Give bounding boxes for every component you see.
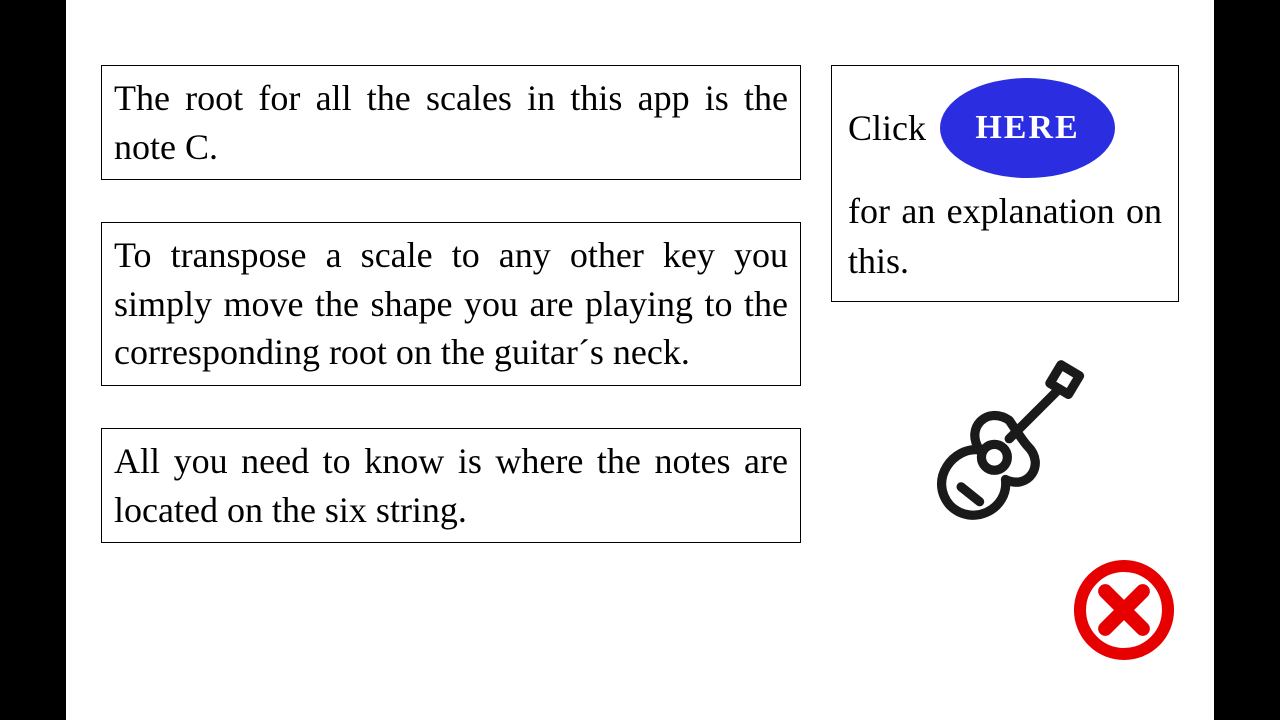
- info-box-1: The root for all the scales in this app …: [101, 65, 801, 180]
- close-icon: [1069, 652, 1179, 669]
- guitar-icon-wrapper: [831, 350, 1179, 540]
- guitar-icon: [913, 350, 1098, 540]
- info-box-3: All you need to know is where the notes …: [101, 428, 801, 543]
- info-text-1: The root for all the scales in this app …: [114, 78, 788, 167]
- info-box-2: To transpose a scale to any other key yo…: [101, 222, 801, 386]
- app-screen: The root for all the scales in this app …: [66, 0, 1214, 720]
- explanation-text: for an explanation on this.: [848, 186, 1162, 287]
- here-button-label: HERE: [975, 104, 1079, 152]
- click-here-box: Click HERE for an explanation on this.: [831, 65, 1179, 302]
- click-label: Click: [848, 103, 926, 153]
- info-text-2: To transpose a scale to any other key yo…: [114, 235, 788, 372]
- left-column: The root for all the scales in this app …: [101, 65, 801, 700]
- right-column: Click HERE for an explanation on this.: [831, 65, 1179, 700]
- click-line-1: Click HERE: [848, 78, 1162, 178]
- here-button[interactable]: HERE: [940, 78, 1115, 178]
- close-button[interactable]: [1069, 555, 1179, 665]
- info-text-3: All you need to know is where the notes …: [114, 441, 788, 530]
